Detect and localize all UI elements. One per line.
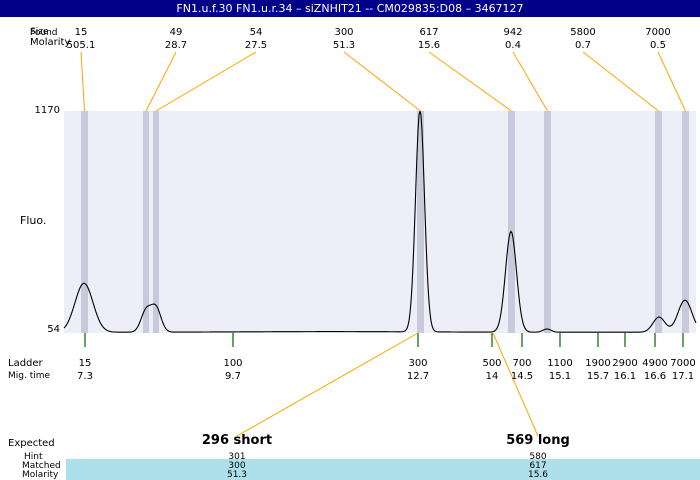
ladder-migration-time: 14.5: [510, 371, 534, 382]
window-title-text: FN1.u.f.30 FN1.u.r.34 – siZNHIT21 -- CM0…: [176, 2, 524, 15]
expected-leader-line: [492, 332, 539, 437]
ladder-migration-time: 7.3: [77, 371, 93, 382]
matched-row-highlight: [66, 459, 700, 480]
header-peak-size: 5800: [570, 27, 596, 38]
ladder-size: 100: [223, 358, 243, 369]
header-leader-line: [512, 51, 548, 112]
peak-band: [153, 111, 159, 333]
expected-leader-line: [236, 332, 419, 437]
peak-band: [81, 111, 88, 333]
header-leader-line: [343, 51, 421, 112]
expected-product-matched: 300: [228, 461, 246, 471]
peak-band: [417, 111, 424, 333]
header-peak-molarity: 51.3: [332, 40, 356, 51]
y-axis-min-label: 54: [47, 324, 60, 335]
ladder-migration-time: 15.7: [586, 371, 610, 382]
ladder-size: 500: [482, 358, 502, 369]
header-peak-molarity: 27.5: [244, 40, 268, 51]
header-leader-line: [145, 51, 177, 112]
expected-row-label: Expected: [8, 438, 55, 449]
hint-row-label: Hint: [24, 452, 43, 462]
expected-product-hint: 580: [529, 452, 547, 462]
header-leader-line: [155, 51, 257, 112]
migtime-row-label: Mig. time: [8, 371, 51, 381]
expected-product-matched: 617: [529, 461, 547, 471]
peak-band: [655, 111, 662, 333]
header-peak-molarity: 15.6: [417, 40, 441, 51]
header-peak-size: 7000: [645, 27, 671, 38]
header-peak-molarity: 0.4: [505, 40, 521, 51]
matched-row-label: Matched: [22, 461, 61, 471]
fluorescence-trace: [64, 111, 696, 333]
expected-product-molarity: 51.3: [226, 470, 248, 480]
ladder-migration-time: 17.1: [671, 371, 695, 382]
header-row-label-molarity: Molarity: [30, 37, 71, 48]
header-leader-line: [657, 51, 686, 112]
window-title-bar: FN1.u.f.30 FN1.u.r.34 – siZNHIT21 -- CM0…: [0, 0, 700, 17]
header-peak-size: 300: [334, 27, 354, 38]
header-peak-size: 49: [169, 27, 183, 38]
expected-product-hint: 301: [228, 452, 246, 462]
ladder-row-label: Ladder: [8, 358, 43, 369]
ladder-migration-time: 16.6: [643, 371, 667, 382]
header-peak-size: 54: [249, 27, 263, 38]
header-leader-line: [428, 51, 512, 112]
molarity-row-label: Molarity: [22, 470, 59, 480]
ladder-migration-time: 15.1: [548, 371, 572, 382]
ladder-migration-time: 14: [485, 371, 499, 382]
peak-band: [544, 111, 551, 333]
header-leader-line: [80, 51, 85, 112]
ladder-size: 15: [78, 358, 92, 369]
electropherogram-plot[interactable]: [64, 111, 696, 333]
ladder-size: 1100: [547, 358, 573, 369]
ladder-size: 7000: [670, 358, 696, 369]
peak-band: [508, 111, 515, 333]
header-peak-size: 942: [503, 27, 523, 38]
peak-band: [143, 111, 149, 333]
ladder-size: 2900: [612, 358, 638, 369]
ladder-size: 700: [512, 358, 532, 369]
ladder-size: 1900: [585, 358, 611, 369]
header-peak-molarity: 505.1: [66, 40, 96, 51]
header-peak-molarity: 0.5: [650, 40, 666, 51]
header-peak-size: 15: [74, 27, 88, 38]
expected-product-molarity: 15.6: [527, 470, 549, 480]
ladder-migration-time: 9.7: [225, 371, 241, 382]
expected-product-name: 296 short: [201, 433, 273, 448]
y-axis-max-label: 1170: [34, 105, 60, 116]
ladder-migration-time: 16.1: [613, 371, 637, 382]
header-row-label-size: Size: [30, 27, 49, 37]
y-axis-title: Fluo.: [20, 214, 47, 227]
peak-band: [682, 111, 689, 333]
ladder-size: 300: [408, 358, 428, 369]
expected-product-name: 569 long: [506, 433, 570, 448]
ladder-size: 4900: [642, 358, 668, 369]
header-row-label-found: Found: [30, 28, 58, 38]
ladder-migration-time: 12.7: [406, 371, 430, 382]
header-peak-molarity: 0.7: [575, 40, 591, 51]
header-leader-line: [582, 51, 659, 112]
header-peak-molarity: 28.7: [164, 40, 188, 51]
header-peak-size: 617: [419, 27, 439, 38]
